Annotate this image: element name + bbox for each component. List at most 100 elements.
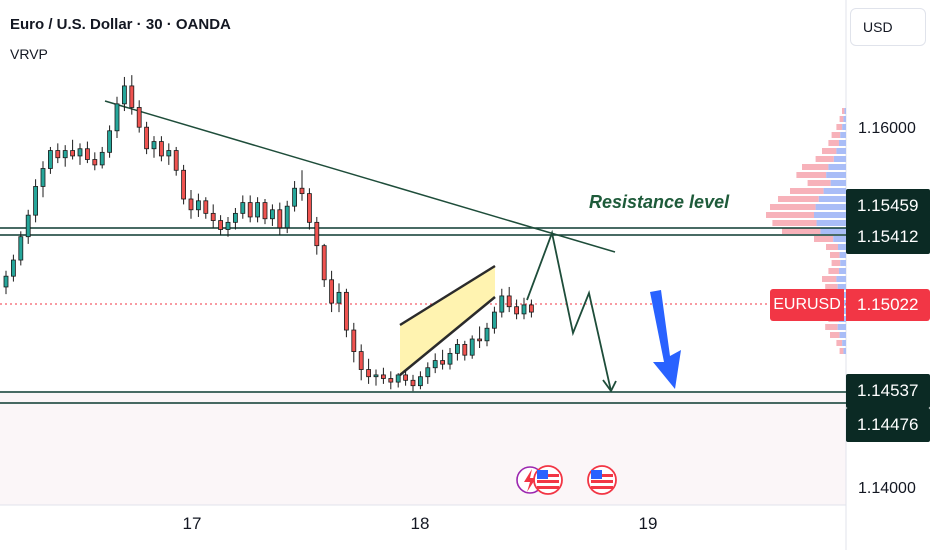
- volume-profile-bar: [830, 332, 840, 338]
- candle-body: [62, 150, 68, 159]
- volume-profile-bar: [840, 132, 846, 138]
- candle-body: [181, 169, 187, 200]
- candle-body: [329, 279, 335, 304]
- candle-body: [521, 304, 527, 315]
- candle-body: [129, 85, 135, 108]
- candle-body: [144, 126, 150, 150]
- volume-profile-bar: [815, 204, 846, 210]
- candle-body: [417, 376, 423, 387]
- candle-body: [218, 220, 224, 230]
- candle-body: [306, 193, 312, 223]
- candle-body: [122, 85, 127, 105]
- volume-profile-bar: [826, 172, 846, 178]
- us-flag-event-icon-2[interactable]: [587, 465, 617, 495]
- resistance-lower-price-label: 1.15412: [846, 220, 930, 254]
- candle-body: [99, 151, 105, 166]
- rising-channel-lower: [399, 296, 496, 376]
- us-flag-event-icon[interactable]: [533, 465, 563, 495]
- volume-profile-bar: [815, 156, 834, 162]
- projected-path: [526, 229, 612, 392]
- candle-body: [432, 360, 438, 369]
- volume-profile-bar: [836, 124, 843, 130]
- volume-profile-bar: [836, 340, 843, 346]
- candle-body: [240, 202, 246, 214]
- candle-body: [292, 187, 298, 207]
- volume-profile-bar: [833, 156, 846, 162]
- resistance-upper-price-label: 1.15459: [846, 189, 930, 223]
- volume-profile-bar: [790, 188, 824, 194]
- candle-body: [188, 198, 194, 211]
- volume-profile-bar: [842, 124, 846, 130]
- candle-body: [454, 343, 460, 354]
- candle-body: [151, 141, 157, 150]
- time-tick-label: 18: [410, 514, 430, 533]
- candle-body: [395, 374, 401, 383]
- volume-profile-bar: [837, 284, 846, 290]
- candle-body: [403, 374, 409, 381]
- volume-profile-bar: [828, 268, 839, 274]
- candle-body: [18, 236, 24, 261]
- candle-body: [92, 159, 98, 166]
- candlesticks: [3, 75, 534, 392]
- rising-channel-upper: [399, 264, 496, 327]
- candle-body: [232, 212, 238, 223]
- candle-body: [514, 306, 519, 315]
- volume-profile-bar: [830, 180, 846, 186]
- candle-body: [70, 150, 75, 157]
- candle-body: [173, 150, 179, 171]
- volume-profile-bar: [833, 236, 846, 242]
- descending-trendline: [104, 100, 616, 253]
- volume-profile-bar: [814, 212, 846, 218]
- time-tick-label: 17: [182, 514, 202, 533]
- volume-profile-bar: [831, 260, 841, 266]
- volume-profile-bar: [838, 268, 846, 274]
- candle-body: [77, 148, 83, 157]
- candle-body: [262, 202, 268, 220]
- volume-profile-bar: [802, 164, 829, 170]
- volume-profile-bar: [843, 116, 846, 122]
- time-tick-label: 19: [638, 514, 658, 533]
- candle-body: [462, 343, 468, 356]
- volume-profile-bar: [826, 244, 838, 250]
- candle-body: [477, 338, 483, 342]
- candle-body: [499, 295, 505, 313]
- volume-profile-bar: [842, 340, 846, 346]
- candle-body: [247, 202, 253, 218]
- current-price-label: 1.15022: [846, 289, 930, 321]
- price-tick-label: 1.14000: [858, 480, 916, 497]
- currency-button[interactable]: USD: [850, 8, 926, 46]
- resistance-annotation: Resistance level: [589, 192, 730, 212]
- volume-profile-bar: [807, 180, 831, 186]
- volume-profile-bar: [828, 140, 839, 146]
- support-lower-price-label: 1.14476: [846, 408, 930, 442]
- rising-channel-fill: [400, 266, 495, 375]
- volume-profile-bar: [825, 324, 838, 330]
- projected-arrowhead: [602, 379, 617, 393]
- volume-profile-bar: [836, 148, 846, 154]
- candle-body: [380, 374, 386, 379]
- volume-profile-bar: [839, 348, 844, 354]
- volume-profile-bar: [840, 260, 846, 266]
- candle-body: [321, 245, 327, 281]
- indicator-label-vrvp[interactable]: VRVP: [10, 46, 48, 62]
- candle-body: [484, 327, 490, 342]
- candle-body: [269, 209, 275, 220]
- candle-body: [114, 103, 120, 132]
- volume-profile-bar: [844, 108, 846, 114]
- volume-profile-bar: [839, 332, 846, 338]
- lower-zone-tint: [0, 393, 846, 505]
- candle-body: [166, 150, 172, 157]
- volume-profile-bar: [770, 204, 816, 210]
- candle-body: [203, 200, 209, 214]
- candle-body: [343, 291, 349, 331]
- candle-body: [158, 141, 164, 157]
- volume-profile-bar: [825, 284, 838, 290]
- volume-profile-bar: [814, 236, 834, 242]
- volume-profile-bar: [842, 108, 845, 114]
- candle-body: [491, 311, 497, 329]
- volume-profile-bar: [828, 164, 846, 170]
- volume-profile-bar: [831, 132, 841, 138]
- volume-profile-bar: [782, 228, 821, 234]
- volume-profile-bar: [822, 148, 837, 154]
